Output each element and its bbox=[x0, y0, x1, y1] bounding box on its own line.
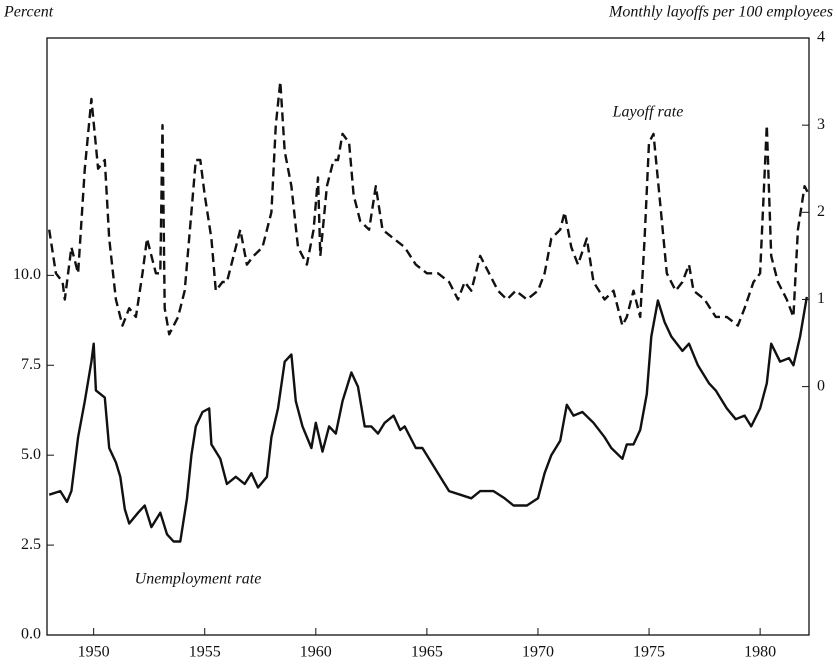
y2-tick-label: 3 bbox=[817, 116, 825, 133]
x-tick-label: 1980 bbox=[744, 644, 776, 661]
y-tick-label: 2.5 bbox=[21, 536, 41, 553]
plot-frame bbox=[46, 37, 810, 636]
y2-axis-label: Monthly layoffs per 100 employees bbox=[608, 4, 833, 21]
annotation: Layoff rate bbox=[612, 104, 684, 121]
y-tick-label: 10.0 bbox=[13, 266, 41, 283]
y-tick-label: 7.5 bbox=[21, 356, 41, 373]
x-tick-label: 1970 bbox=[522, 644, 554, 661]
y-tick-label: 0.0 bbox=[21, 626, 41, 643]
x-tick-label: 1965 bbox=[411, 644, 443, 661]
x-tick-label: 1975 bbox=[633, 644, 665, 661]
y2-tick-label: 4 bbox=[817, 29, 825, 46]
y2-tick-label: 0 bbox=[817, 377, 825, 394]
annotation: Unemployment rate bbox=[135, 571, 262, 588]
y-tick-label: 5.0 bbox=[21, 446, 41, 463]
x-tick-label: 1955 bbox=[189, 644, 221, 661]
data-line bbox=[48, 80, 811, 336]
data-line bbox=[48, 296, 808, 543]
x-tick-label: 1950 bbox=[78, 644, 110, 661]
x-tick-label: 1960 bbox=[300, 644, 332, 661]
y2-tick-label: 2 bbox=[817, 203, 825, 220]
y-axis-label: Percent bbox=[3, 4, 54, 21]
y2-tick-label: 1 bbox=[817, 290, 825, 307]
